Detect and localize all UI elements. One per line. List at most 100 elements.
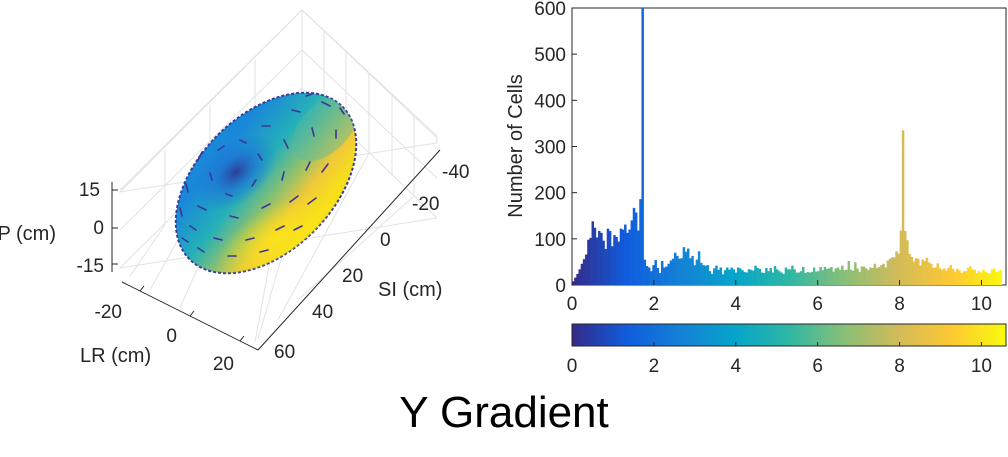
y-tick-label: 40 <box>312 302 333 323</box>
histogram-bar <box>819 267 822 285</box>
histogram-bar <box>775 269 779 285</box>
histogram-bar <box>771 272 775 285</box>
histogram-bar <box>678 258 681 285</box>
histogram-bar <box>578 269 581 285</box>
histogram-bar <box>856 268 859 285</box>
histogram-bar <box>682 247 686 285</box>
histogram-bar <box>830 267 833 285</box>
histogram-bar <box>962 271 966 285</box>
histogram-bar <box>864 268 868 285</box>
colorbar-tick-label: 4 <box>730 356 741 377</box>
histogram-bar <box>897 253 900 285</box>
histogram-bar <box>780 272 783 285</box>
histogram-bar <box>741 270 744 285</box>
histogram-bar <box>990 269 994 285</box>
histogram-bar <box>808 272 811 285</box>
histogram-bar <box>823 267 827 285</box>
histogram-bar <box>862 266 866 285</box>
histogram-bar <box>773 266 777 285</box>
histogram-bar <box>582 259 586 285</box>
histogram-bar <box>804 273 807 285</box>
histogram-bar <box>665 266 668 285</box>
colorbar-tick-label: 8 <box>894 356 905 377</box>
histogram-bar <box>598 230 601 285</box>
histogram-bar <box>960 273 963 285</box>
histogram-bar <box>925 257 929 285</box>
histogram-bar <box>767 271 770 285</box>
colorbar: 0 2 4 6 8 10 <box>567 323 1007 377</box>
histogram-bar <box>966 267 970 285</box>
histogram-bar <box>877 267 881 285</box>
histogram-bar <box>660 260 664 285</box>
histogram-bar <box>632 207 636 285</box>
x-tick-label: 0 <box>567 294 578 315</box>
histogram-bar <box>576 273 579 285</box>
figure-title: Y Gradient <box>399 388 609 437</box>
histogram-bar <box>789 269 792 285</box>
histogram-bar <box>708 271 712 285</box>
histogram-bar <box>671 258 675 285</box>
histogram-bar <box>802 267 805 285</box>
histogram-bar <box>600 232 603 285</box>
histogram-bar <box>760 272 764 285</box>
histogram-bar <box>769 267 772 285</box>
histogram-bar <box>799 271 803 285</box>
histogram-bar <box>680 258 683 285</box>
histogram-bar <box>851 270 855 285</box>
x-tick-label: 10 <box>971 294 992 315</box>
histogram-bar <box>613 235 616 285</box>
histogram-bar <box>608 230 612 285</box>
y-tick-label: 60 <box>274 342 295 363</box>
histogram-bar <box>971 269 974 285</box>
histogram-bar <box>869 267 872 285</box>
histogram-bar <box>717 269 720 285</box>
histogram-bar <box>652 265 655 285</box>
histogram-bar <box>684 251 688 285</box>
histogram-bar <box>673 252 677 285</box>
histogram-bar <box>589 237 592 285</box>
histogram-bar <box>964 271 968 285</box>
histogram-bar <box>927 262 931 285</box>
histogram-bar <box>882 263 885 285</box>
histogram-bar <box>585 254 588 285</box>
y-tick-label: 500 <box>534 45 566 66</box>
histogram-bar <box>845 269 848 285</box>
histogram-bar <box>988 273 992 285</box>
y-tick-label: 200 <box>534 184 566 205</box>
histogram-bar <box>606 228 610 285</box>
histogram-bar <box>832 271 835 285</box>
histogram-bar <box>923 260 927 285</box>
histogram-bar <box>693 265 696 285</box>
x-tick-label: 4 <box>730 294 741 315</box>
histogram-bar <box>676 255 679 285</box>
histogram-bar <box>602 240 605 285</box>
histogram-bar <box>641 8 644 285</box>
histogram-bar <box>945 270 948 285</box>
histogram-bar <box>778 271 781 285</box>
histogram-bar <box>628 229 631 285</box>
histogram-bar <box>752 270 755 285</box>
histogram-bar <box>658 273 662 285</box>
colorbar-gradient <box>571 323 1007 347</box>
histogram-bar <box>732 269 736 285</box>
x-tick-label: 2 <box>649 294 660 315</box>
histogram-bar <box>719 267 723 285</box>
histogram-bar <box>723 270 727 285</box>
colorbar-tick-label: 10 <box>971 356 992 377</box>
histogram-bar <box>973 269 976 285</box>
y-tick-label: 0 <box>380 230 391 251</box>
y-tick-label: 400 <box>534 91 566 112</box>
histogram-bar <box>624 224 627 285</box>
histogram-bar <box>956 268 959 285</box>
histogram-bar <box>997 271 1000 285</box>
histogram-bar <box>695 259 699 285</box>
histogram-bar <box>580 263 584 285</box>
histogram-bar <box>726 267 729 285</box>
histogram-bar <box>912 261 916 285</box>
y-axis-label: SI (cm) <box>378 279 442 301</box>
z-tick-label: 15 <box>79 180 100 201</box>
histogram-bar <box>700 262 703 285</box>
histogram-bar <box>884 267 887 285</box>
plot-area <box>571 7 1007 286</box>
histogram-bar <box>721 274 725 285</box>
